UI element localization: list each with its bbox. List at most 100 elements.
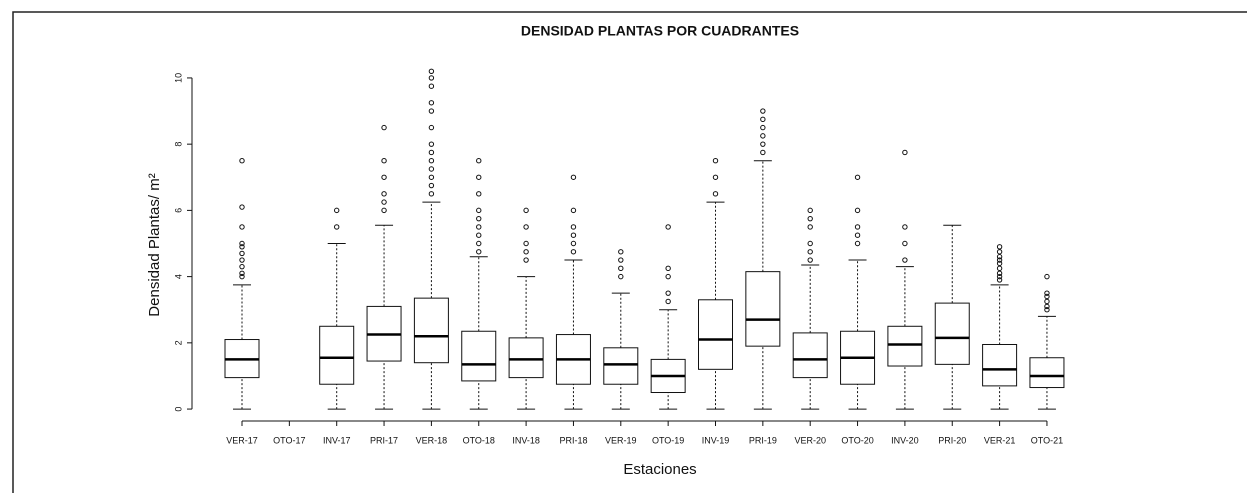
outlier <box>996 273 1003 280</box>
y-tick-label: 8 <box>173 142 183 147</box>
outlier <box>476 207 482 214</box>
x-tick-label: INV-20 <box>891 435 919 445</box>
outlier <box>665 265 671 272</box>
frame <box>12 11 1247 493</box>
y-tick-label: 6 <box>173 208 183 213</box>
outlier <box>381 199 387 205</box>
outlier <box>570 232 577 238</box>
y-tick-label: 10 <box>173 73 183 83</box>
outlier <box>1044 307 1050 313</box>
outlier <box>239 250 245 257</box>
outlier <box>239 204 245 210</box>
box <box>698 299 733 370</box>
outlier <box>239 240 245 247</box>
outlier <box>760 149 766 156</box>
x-tick-label: OTO-21 <box>1031 435 1063 445</box>
x-tick-label: VER-18 <box>416 435 448 445</box>
outlier <box>854 232 861 238</box>
outlier <box>523 224 529 230</box>
outlier <box>523 240 529 247</box>
outlier <box>712 174 719 180</box>
outlier <box>476 191 482 197</box>
outlier <box>996 277 1003 283</box>
outlier <box>239 273 245 280</box>
outlier <box>996 249 1003 255</box>
outlier <box>760 116 766 123</box>
outlier <box>381 191 387 197</box>
outlier <box>807 207 813 214</box>
x-tick-label: VER-21 <box>984 435 1016 445</box>
outlier <box>996 257 1003 263</box>
outlier <box>618 249 624 255</box>
outlier <box>381 207 387 214</box>
outlier <box>1044 273 1050 280</box>
outlier <box>428 166 435 172</box>
x-tick-label: INV-18 <box>512 435 540 445</box>
box <box>982 343 1018 387</box>
x-tick-label: PRI-19 <box>749 435 777 445</box>
box <box>461 330 497 382</box>
outlier <box>570 174 577 180</box>
outlier <box>570 207 577 214</box>
outlier <box>239 244 245 250</box>
outlier <box>381 124 387 131</box>
outlier <box>665 290 671 296</box>
outlier <box>902 257 908 263</box>
box <box>413 297 449 364</box>
outlier <box>570 240 577 247</box>
outlier <box>428 158 435 164</box>
x-tick-label: VER-20 <box>794 435 826 445</box>
outlier <box>854 174 861 180</box>
outlier <box>476 224 482 230</box>
outlier <box>334 224 340 230</box>
y-tick-label: 4 <box>173 274 183 279</box>
x-tick-label: PRI-17 <box>370 435 398 445</box>
outlier <box>381 158 387 164</box>
x-tick-label: OTO-18 <box>463 435 495 445</box>
outlier <box>712 158 719 164</box>
box <box>603 347 639 385</box>
outlier <box>523 207 529 214</box>
x-tick-label: VER-19 <box>605 435 637 445</box>
outlier <box>1044 303 1050 310</box>
outlier <box>239 224 245 230</box>
outlier <box>902 240 908 247</box>
outlier <box>902 224 908 230</box>
outlier <box>239 158 245 164</box>
box <box>508 337 544 379</box>
outlier <box>807 215 813 222</box>
outlier <box>1044 290 1050 296</box>
outlier <box>428 100 435 106</box>
box <box>887 325 923 367</box>
outlier <box>996 270 1003 277</box>
outlier <box>854 240 861 247</box>
box <box>792 332 828 379</box>
outlier <box>902 149 908 156</box>
outlier <box>476 240 482 247</box>
outlier <box>334 207 340 214</box>
outlier <box>476 158 482 164</box>
outlier <box>996 244 1003 250</box>
x-tick-label: VER-17 <box>226 435 258 445</box>
outlier <box>428 75 435 81</box>
outlier <box>665 273 671 280</box>
outlier <box>428 108 435 114</box>
chart-title: DENSIDAD PLANTAS POR CUADRANTES <box>521 23 799 39</box>
box <box>745 271 781 347</box>
outlier <box>807 240 813 247</box>
x-tick-label: OTO-17 <box>273 435 305 445</box>
outlier <box>618 273 624 280</box>
outlier <box>381 174 387 180</box>
outlier <box>476 232 482 238</box>
y-axis-label: Densidad Plantas/ m² <box>146 173 163 316</box>
outlier <box>1044 298 1050 305</box>
outlier <box>618 257 624 263</box>
outlier <box>239 270 245 277</box>
outlier <box>807 249 813 255</box>
outlier <box>239 263 245 270</box>
outlier <box>428 182 435 189</box>
x-tick-label: PRI-20 <box>938 435 966 445</box>
outlier <box>760 108 766 114</box>
outlier <box>665 298 671 305</box>
